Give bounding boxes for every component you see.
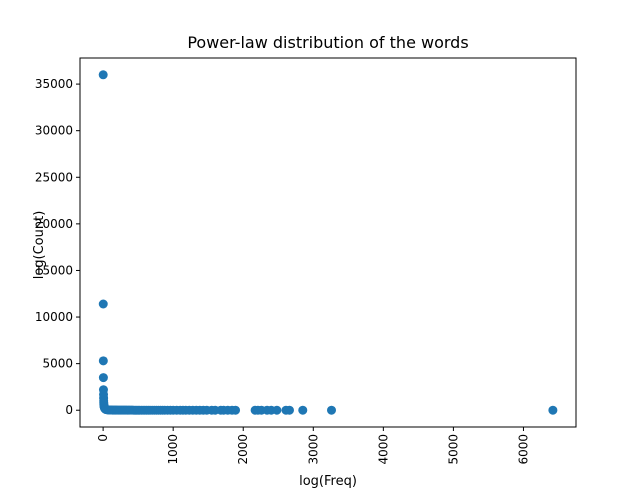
points-layer <box>98 70 558 415</box>
data-point <box>327 405 336 415</box>
x-tick-label: 0 <box>96 434 110 442</box>
y-tick-label: 30000 <box>35 124 73 138</box>
x-tick-label: 5000 <box>446 434 460 465</box>
y-tick-label: 5000 <box>42 357 73 371</box>
x-tick-label: 2000 <box>236 434 250 465</box>
y-tick-label: 20000 <box>35 217 73 231</box>
data-point <box>98 70 108 80</box>
data-point <box>98 299 108 309</box>
y-tick-label: 35000 <box>35 77 73 91</box>
plot-frame <box>79 57 577 428</box>
chart-title: Power-law distribution of the words <box>187 33 469 52</box>
data-point <box>548 405 558 415</box>
ticks-layer: 0 1000 2000 3000 4000 5000 6000 0 5000 10000 15000… <box>35 77 531 464</box>
data-point <box>231 405 241 415</box>
x-tick-label: 4000 <box>376 434 390 465</box>
data-point <box>98 356 108 366</box>
data-point <box>298 405 308 415</box>
y-tick-label: 10000 <box>35 310 73 324</box>
y-tick-label: 0 <box>65 403 73 417</box>
x-tick-label: 6000 <box>516 434 530 465</box>
x-tick-label: 1000 <box>166 434 180 465</box>
y-tick-label: 15000 <box>35 263 73 277</box>
y-tick-label: 25000 <box>35 170 73 184</box>
x-tick-label: 3000 <box>306 434 320 465</box>
data-point <box>272 405 282 415</box>
data-point <box>98 373 108 383</box>
data-point <box>284 405 294 415</box>
